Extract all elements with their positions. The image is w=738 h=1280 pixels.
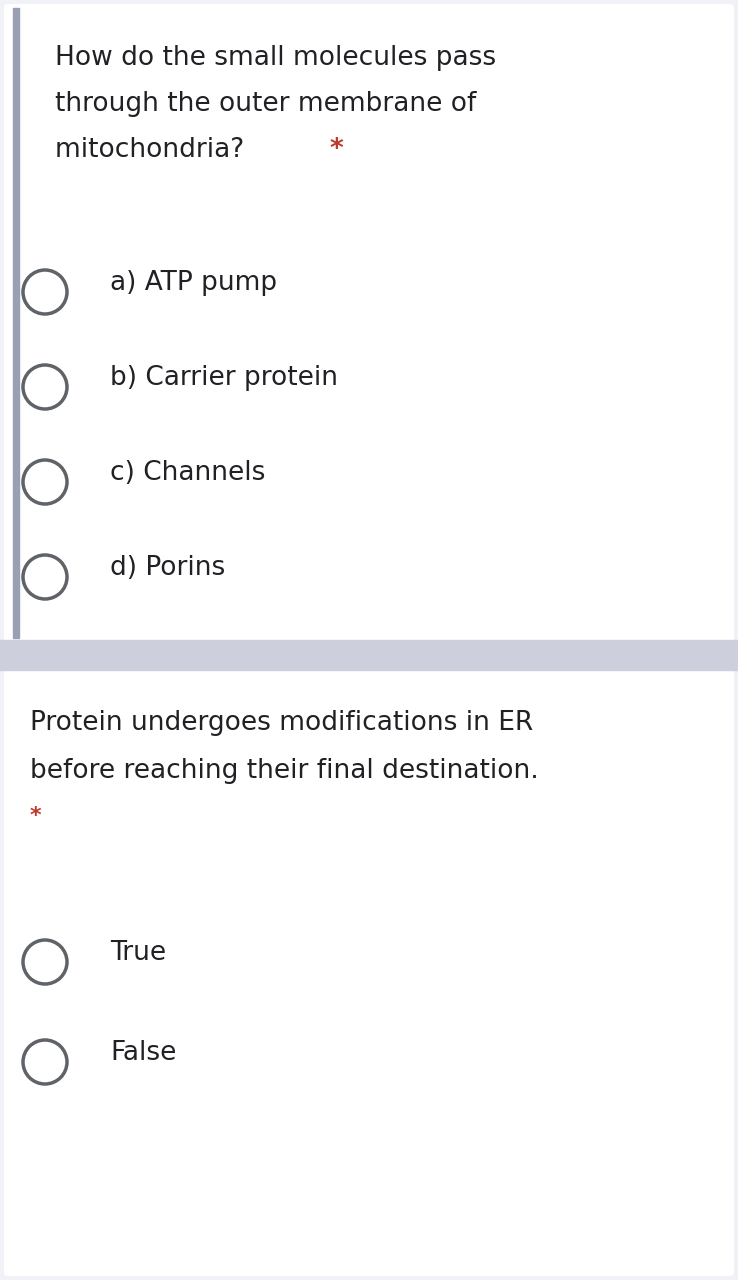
- Text: How do the small molecules pass: How do the small molecules pass: [55, 45, 496, 70]
- Text: b) Carrier protein: b) Carrier protein: [110, 365, 338, 390]
- Text: before reaching their final destination.: before reaching their final destination.: [30, 758, 539, 783]
- Text: *: *: [330, 137, 344, 163]
- Bar: [0, 640, 738, 669]
- Text: c) Channels: c) Channels: [110, 460, 266, 486]
- FancyBboxPatch shape: [4, 4, 734, 643]
- Bar: [13, 8, 19, 637]
- Text: Protein undergoes modifications in ER: Protein undergoes modifications in ER: [30, 710, 534, 736]
- Text: False: False: [110, 1039, 176, 1066]
- Text: d) Porins: d) Porins: [110, 556, 225, 581]
- FancyBboxPatch shape: [4, 668, 734, 1276]
- Text: through the outer membrane of: through the outer membrane of: [55, 91, 476, 116]
- Text: True: True: [110, 940, 166, 966]
- Text: *: *: [30, 806, 41, 826]
- Text: a) ATP pump: a) ATP pump: [110, 270, 277, 296]
- Text: mitochondria?: mitochondria?: [55, 137, 252, 163]
